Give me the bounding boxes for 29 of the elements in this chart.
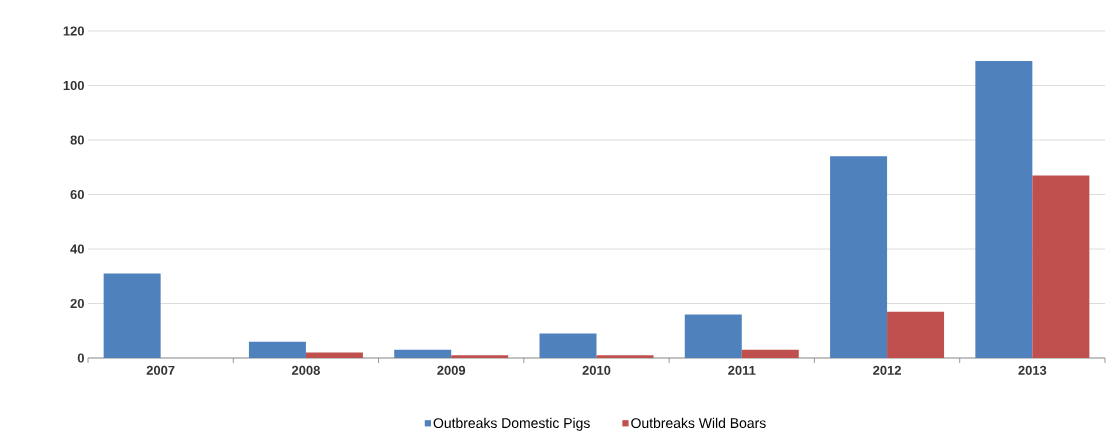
bar — [394, 349, 452, 358]
y-tick-label: 40 — [70, 244, 84, 254]
x-tick-label: 2008 — [291, 365, 320, 375]
bar — [741, 349, 799, 358]
bar — [830, 156, 888, 358]
y-tick-label: 20 — [70, 298, 84, 309]
y-tick-label: 0 — [77, 353, 84, 363]
y-tick-label: 60 — [70, 189, 84, 200]
bar — [248, 341, 306, 358]
x-tick-label: 2011 — [728, 365, 756, 375]
y-tick-label: 80 — [70, 135, 84, 145]
bar — [539, 333, 597, 358]
bar — [975, 60, 1033, 358]
bar — [103, 273, 161, 358]
x-tick-label: 2009 — [437, 365, 466, 375]
bar — [887, 311, 945, 358]
bar — [305, 352, 363, 358]
bar — [1032, 175, 1090, 358]
x-tick-label: 2007 — [146, 365, 175, 375]
bar — [596, 355, 654, 358]
legend-label: Outbreaks Domestic Pigs — [433, 417, 590, 431]
x-tick-label: 2012 — [873, 365, 901, 375]
legend-label: Outbreaks Wild Boars — [631, 417, 766, 429]
y-tick-label: 100 — [63, 80, 84, 91]
bar — [451, 355, 509, 358]
bar — [684, 314, 742, 358]
x-tick-label: 2013 — [1018, 365, 1047, 375]
y-tick-label: 120 — [63, 26, 84, 36]
x-tick-label: 2010 — [582, 365, 611, 375]
